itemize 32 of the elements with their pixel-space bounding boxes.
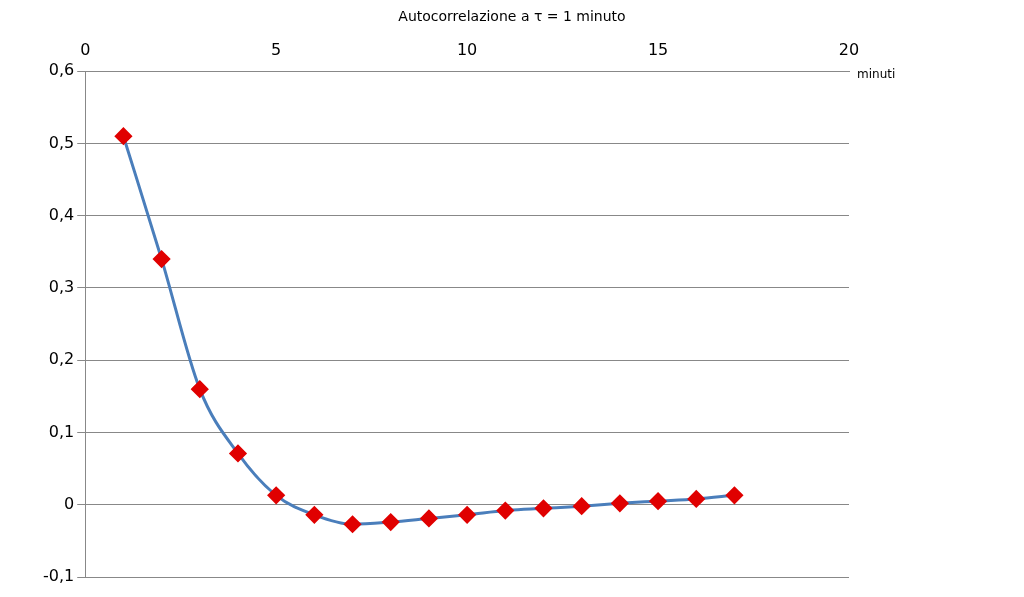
point: [496, 502, 514, 520]
point: [267, 486, 285, 504]
point: [191, 380, 209, 398]
point: [305, 506, 323, 524]
point: [382, 513, 400, 531]
point: [344, 515, 362, 533]
y-tick-label: 0: [64, 493, 75, 513]
point: [153, 250, 171, 268]
x-tick-label: 0: [80, 39, 91, 59]
y-tick-label: 0,2: [48, 349, 75, 369]
point: [534, 499, 552, 517]
x-tick-label: 20: [838, 39, 860, 59]
y-tick-label: -0,1: [43, 566, 75, 586]
point: [573, 497, 591, 515]
y-tick-label: 0,1: [48, 421, 75, 441]
y-tick-label: 0,3: [48, 277, 75, 297]
point: [687, 490, 705, 508]
y-tick-label: 0,4: [48, 204, 75, 224]
x-tick-label: 5: [271, 39, 282, 59]
point: [458, 506, 476, 524]
point: [229, 444, 247, 462]
point: [420, 509, 438, 527]
x-tick-label: 15: [647, 39, 669, 59]
x-axis-title: minuti: [857, 67, 896, 82]
point: [649, 492, 667, 510]
x-tick-label: 10: [456, 39, 478, 59]
y-tick-label: 0,6: [48, 60, 75, 80]
point: [611, 494, 629, 512]
point: [725, 486, 743, 504]
y-tick-label: 0,5: [48, 132, 75, 152]
point: [114, 127, 132, 145]
chart-title: Autocorrelazione a τ = 1 minuto: [397, 8, 627, 24]
